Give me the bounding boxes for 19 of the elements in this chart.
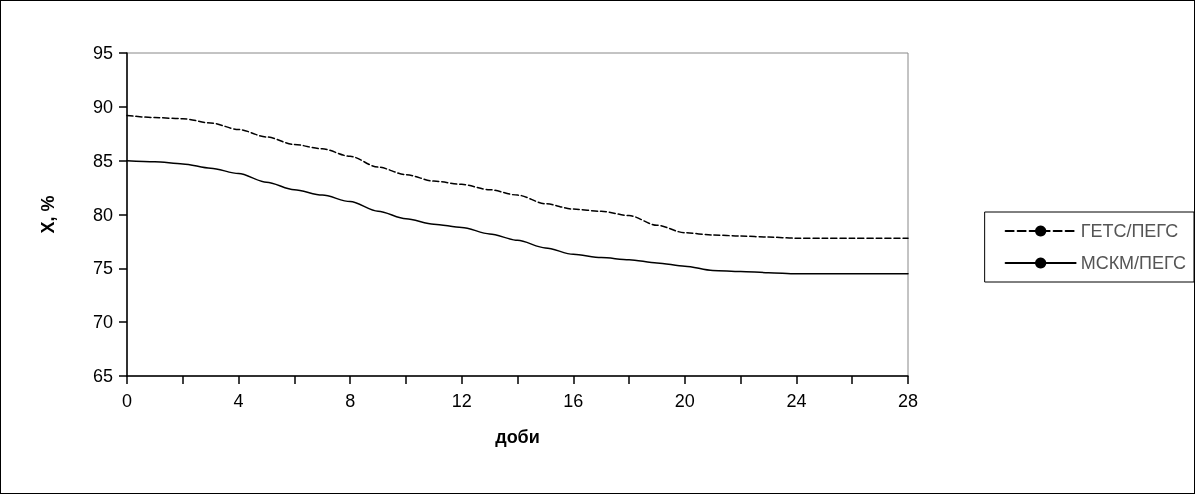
x-tick-label: 24 [786, 391, 807, 411]
x-tick-label: 20 [674, 391, 695, 411]
x-axis-title: доби [495, 427, 540, 447]
y-tick-label: 85 [92, 150, 113, 171]
x-tick-label: 16 [563, 391, 584, 411]
y-tick-label: 95 [92, 43, 113, 63]
y-tick-label: 65 [92, 366, 113, 386]
x-tick-label: 12 [451, 391, 472, 411]
legend-label: ГЕТС/ПЕГС [1080, 221, 1179, 241]
x-tick-label: 8 [345, 391, 356, 411]
x-tick-label: 0 [121, 391, 133, 411]
y-tick-label: 75 [92, 258, 113, 279]
y-tick-label: 80 [92, 204, 113, 225]
y-tick-label: 90 [92, 96, 113, 117]
x-tick-label: 4 [233, 391, 244, 411]
y-tick-label: 70 [92, 312, 113, 333]
y-axis-title: Х, % [38, 195, 58, 234]
legend-label: МСКМ/ПЕГС [1080, 253, 1186, 273]
x-tick-label: 28 [897, 391, 919, 411]
